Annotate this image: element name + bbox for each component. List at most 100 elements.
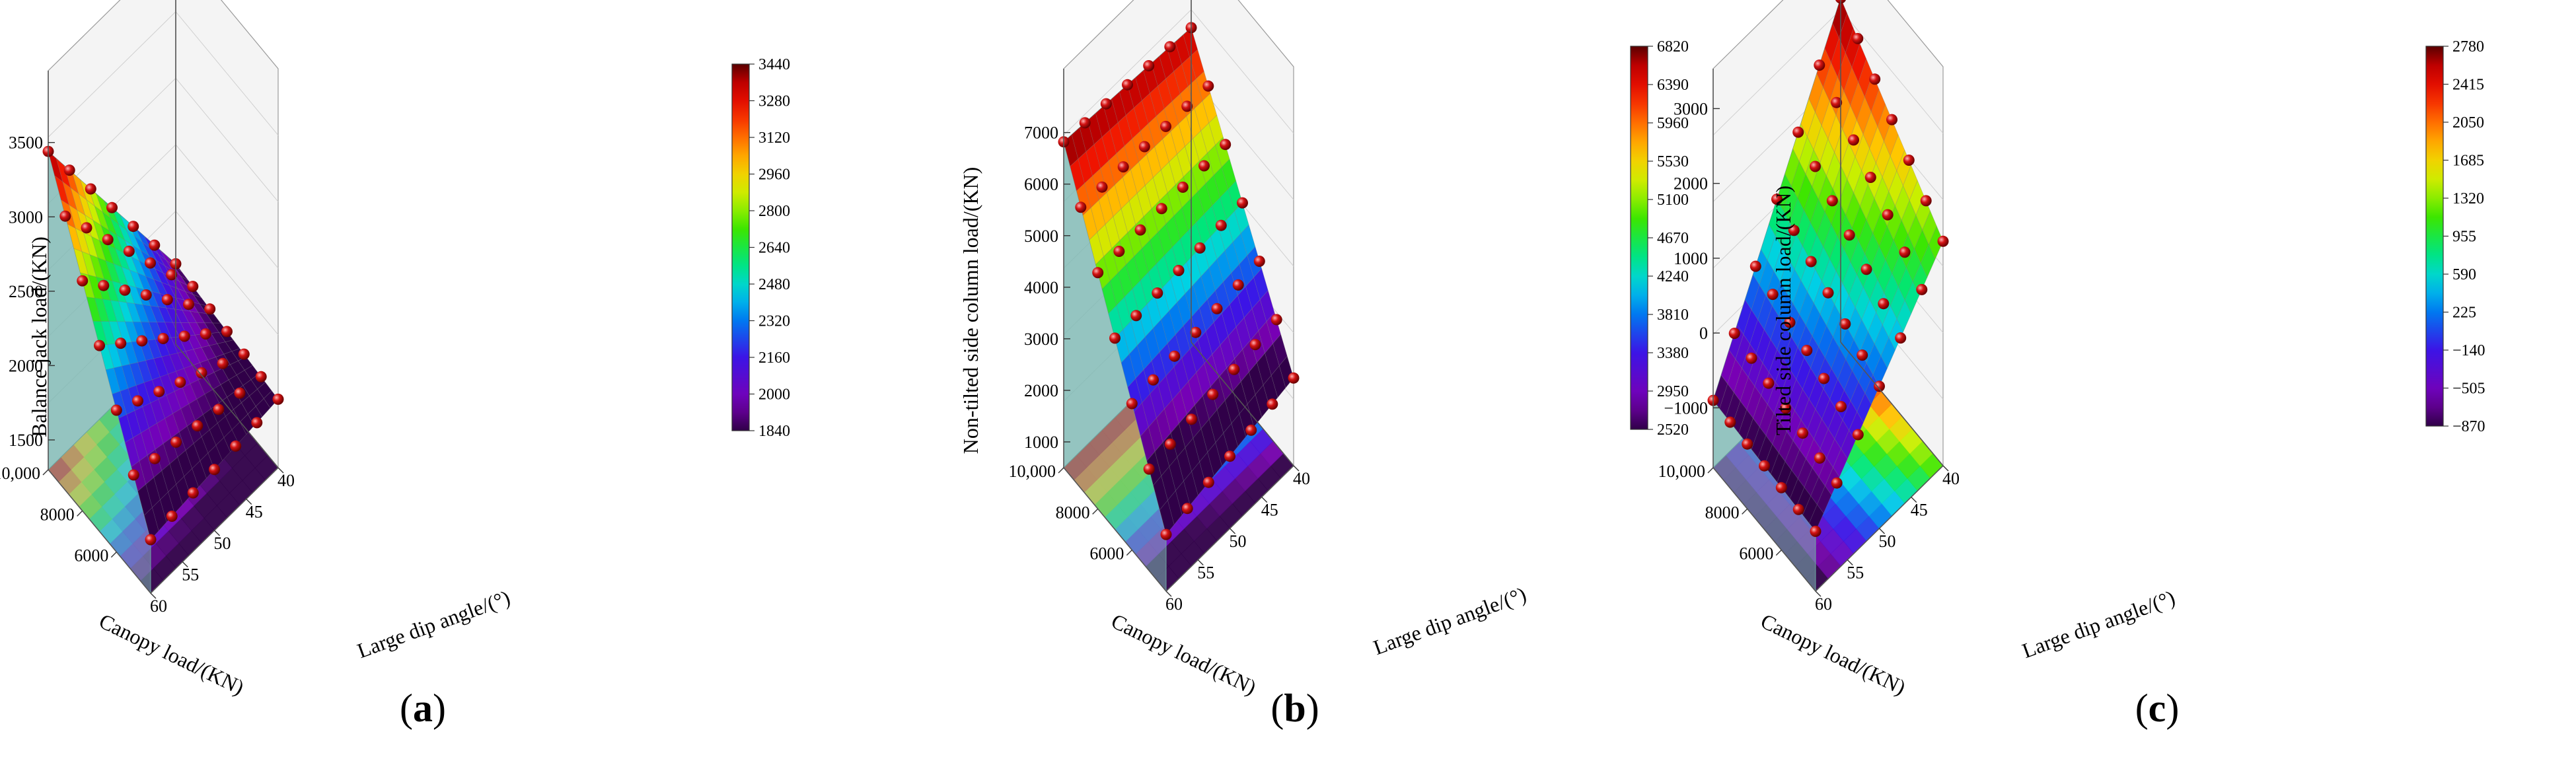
- panel-label-letter: a: [413, 686, 433, 730]
- data-point: [1270, 314, 1282, 326]
- surface-cell: [1213, 312, 1229, 346]
- surface-cell: [1845, 192, 1860, 229]
- surface-cell: [1920, 244, 1936, 278]
- data-point: [1181, 100, 1193, 112]
- y-tick: [1230, 528, 1235, 534]
- panel-label-close: ): [433, 686, 446, 730]
- x-tick: [110, 552, 117, 558]
- data-point: [230, 440, 242, 452]
- surface-cell: [1071, 127, 1087, 160]
- panel-label-letter: b: [1284, 686, 1306, 730]
- data-point: [1797, 427, 1808, 439]
- surface-cell: [1815, 388, 1830, 420]
- surface-cell: [121, 363, 137, 389]
- data-point: [1202, 80, 1214, 92]
- data-point: [1852, 32, 1864, 44]
- y-tick: [150, 593, 157, 599]
- surface-cell: [1093, 136, 1109, 169]
- data-point: [1869, 73, 1881, 85]
- surface-cell: [1794, 245, 1810, 281]
- panel-label: (b): [1270, 686, 1319, 730]
- surface-cell: [1789, 478, 1805, 507]
- y-tick-label: 50: [1879, 532, 1896, 551]
- data-point: [1181, 503, 1193, 515]
- data-point: [1818, 373, 1830, 384]
- surface-cell: [1814, 418, 1829, 449]
- surface-cell: [192, 460, 207, 487]
- z-tick-label: 1000: [1024, 433, 1058, 452]
- data-point: [1882, 209, 1894, 221]
- data-point: [1079, 117, 1091, 129]
- data-point: [1148, 374, 1159, 386]
- y-tick: [1879, 528, 1885, 534]
- y-tick: [214, 530, 220, 536]
- surface-cell: [1191, 307, 1206, 341]
- surface-cell: [1904, 281, 1920, 314]
- surface-cell: [1738, 409, 1753, 442]
- data-point: [1839, 318, 1851, 330]
- surface-cell: [161, 281, 176, 299]
- colorbar-tick-label: 955: [2452, 229, 2476, 246]
- y-tick-label: 45: [246, 503, 263, 522]
- surface-cell: [1816, 486, 1832, 514]
- z-tick-label: 1500: [9, 431, 43, 450]
- surface-cell: [1197, 183, 1212, 215]
- data-point: [1857, 349, 1868, 361]
- surface-cell: [1140, 271, 1156, 305]
- y-tick: [1911, 497, 1917, 503]
- colorbar-tick-label: 590: [2452, 266, 2476, 283]
- surface-cell: [192, 294, 209, 307]
- surface-cell: [1808, 504, 1824, 532]
- y-tick: [246, 499, 252, 505]
- data-point: [1288, 372, 1300, 384]
- data-point: [1759, 460, 1770, 472]
- surface-cell: [209, 423, 225, 446]
- data-point: [1763, 377, 1775, 389]
- colorbar-tick-label: 5530: [1657, 153, 1689, 170]
- surface-cell: [1109, 122, 1125, 155]
- surface-cell: [1243, 308, 1259, 341]
- colorbar-tick-label: 1685: [2452, 153, 2484, 170]
- data-point: [1109, 332, 1121, 344]
- chart-a: 1500 2000 2500 3000 3500 10,000 8000 6000 60 55 50…: [0, 0, 790, 730]
- data-point: [1848, 134, 1859, 146]
- data-point: [1228, 363, 1240, 375]
- axis-x-line: [1063, 467, 1167, 592]
- data-point: [1160, 120, 1171, 132]
- surface-cell: [1799, 291, 1814, 326]
- z-tick-label: 0: [1699, 324, 1708, 343]
- data-point: [128, 469, 139, 481]
- colorbar-tick-label: 4670: [1657, 230, 1689, 247]
- surface-cell: [1862, 111, 1878, 149]
- panel-label-open: (: [2135, 686, 2149, 730]
- data-point: [1134, 224, 1146, 236]
- surface-cell: [1816, 211, 1832, 248]
- data-point: [115, 338, 127, 349]
- data-point: [187, 487, 199, 499]
- wall-gridline: [175, 78, 279, 202]
- z-tick-label: 2500: [9, 282, 43, 301]
- y-tick: [182, 561, 188, 567]
- z-tick-label: 1000: [1674, 249, 1708, 268]
- x-tick: [1058, 467, 1064, 474]
- data-point: [1801, 345, 1813, 356]
- surface-cell: [1142, 393, 1157, 428]
- surface-cell: [1861, 299, 1876, 333]
- axis-x-line: [48, 469, 151, 594]
- colorbar-tick-label: 2780: [2452, 38, 2484, 55]
- surface-cell: [176, 476, 191, 505]
- y-tick: [1197, 559, 1204, 565]
- data-point: [1805, 256, 1817, 268]
- x-tick: [1126, 550, 1132, 556]
- surface-cell: [1732, 400, 1748, 434]
- surface-cell: [130, 256, 146, 277]
- surface-cell: [1842, 261, 1857, 297]
- wall-gridline: [175, 144, 279, 269]
- colorbar-tick-label: 2160: [758, 349, 790, 367]
- panel-label: (c): [2135, 686, 2180, 730]
- surface-cell: [1841, 429, 1856, 460]
- colorbar-tick-label: −505: [2452, 380, 2485, 398]
- y-tick-label: 40: [1942, 469, 1960, 488]
- box-edge: [1191, 342, 1294, 466]
- data-point: [1810, 525, 1822, 537]
